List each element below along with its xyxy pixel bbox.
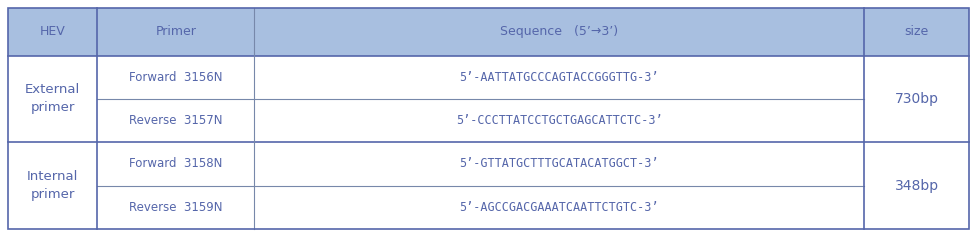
Text: Reverse  3157N: Reverse 3157N	[129, 114, 223, 127]
Text: Reverse  3159N: Reverse 3159N	[129, 201, 223, 214]
Text: Forward  3156N: Forward 3156N	[129, 71, 223, 84]
Text: 730bp: 730bp	[895, 92, 939, 106]
Text: Primer: Primer	[155, 25, 196, 38]
Text: Forward  3158N: Forward 3158N	[129, 157, 223, 170]
Text: 5’-GTTATGCTTTGCATACATGGCT-3’: 5’-GTTATGCTTTGCATACATGGCT-3’	[459, 157, 658, 170]
Text: External
primer: External primer	[25, 83, 80, 114]
Text: Internal
primer: Internal primer	[27, 170, 78, 201]
Text: Sequence   (5’→3’): Sequence (5’→3’)	[500, 25, 618, 38]
Text: HEV: HEV	[40, 25, 65, 38]
Text: 5’-AATTATGCCCAGTACCGGGTTG-3’: 5’-AATTATGCCCAGTACCGGGTTG-3’	[459, 71, 658, 84]
Text: 5’-CCCTTATCCTGCTGAGCATTCTC-3’: 5’-CCCTTATCCTGCTGAGCATTCTC-3’	[456, 114, 662, 127]
Text: 348bp: 348bp	[895, 179, 939, 193]
Bar	[8, 8, 969, 55]
Text: 5’-AGCCGACGAAATCAATTCTGTC-3’: 5’-AGCCGACGAAATCAATTCTGTC-3’	[459, 201, 658, 214]
Text: size: size	[905, 25, 929, 38]
